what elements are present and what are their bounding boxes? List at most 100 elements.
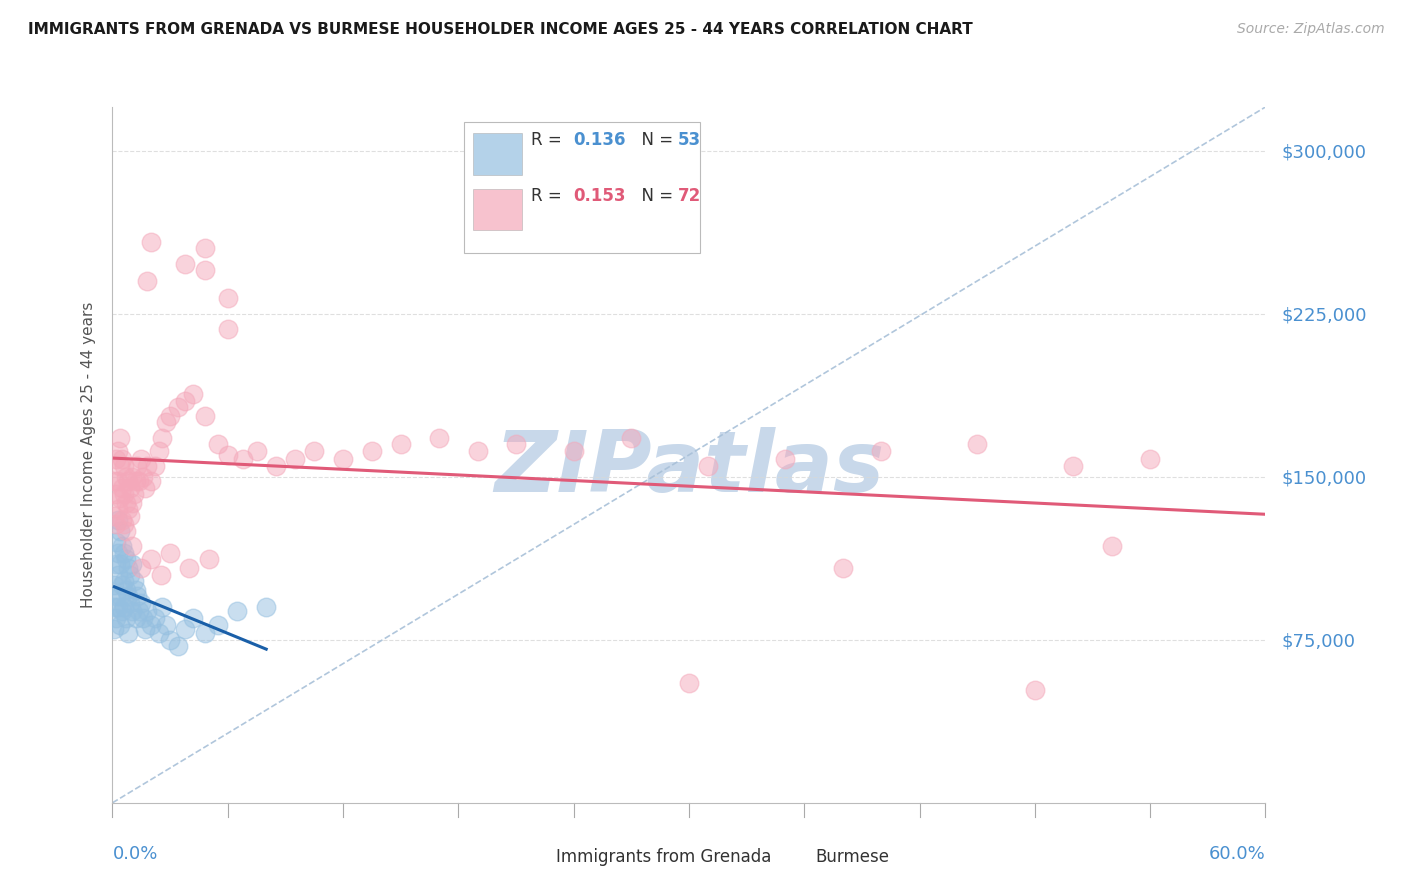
Text: IMMIGRANTS FROM GRENADA VS BURMESE HOUSEHOLDER INCOME AGES 25 - 44 YEARS CORRELA: IMMIGRANTS FROM GRENADA VS BURMESE HOUSE… [28, 22, 973, 37]
Point [107, 546, 129, 560]
Point [1024, 682, 1046, 697]
Text: 53: 53 [678, 131, 700, 149]
Point [159, 546, 181, 560]
Point [124, 611, 146, 625]
Point [1062, 458, 1084, 473]
Point [105, 517, 128, 532]
Point [115, 552, 138, 566]
Point [128, 605, 150, 619]
Point [121, 539, 143, 553]
Point [117, 626, 139, 640]
Point [174, 257, 197, 271]
FancyBboxPatch shape [464, 122, 700, 253]
FancyBboxPatch shape [474, 134, 522, 175]
Point [118, 481, 141, 495]
Point [107, 513, 129, 527]
Point [194, 626, 217, 640]
Point [105, 589, 128, 603]
Point [105, 557, 128, 571]
Point [103, 622, 125, 636]
Point [103, 578, 125, 592]
Point [427, 431, 450, 445]
Point [111, 578, 134, 592]
Point [155, 617, 177, 632]
Point [107, 600, 129, 615]
Point [121, 496, 143, 510]
Point [697, 458, 720, 473]
Text: R =: R = [531, 187, 567, 205]
Point [111, 481, 134, 495]
Point [115, 469, 138, 483]
Point [562, 443, 585, 458]
Text: 0.136: 0.136 [574, 131, 626, 149]
Point [107, 502, 129, 516]
Point [108, 431, 131, 445]
Point [155, 415, 177, 429]
Point [194, 241, 217, 255]
Point [207, 617, 229, 632]
Point [108, 589, 131, 603]
Point [117, 502, 139, 516]
Point [108, 491, 131, 506]
Text: 0.153: 0.153 [574, 187, 626, 205]
Point [360, 443, 382, 458]
Point [108, 524, 131, 538]
Point [143, 458, 166, 473]
Point [678, 676, 700, 690]
Point [121, 469, 143, 483]
Point [194, 263, 217, 277]
Point [124, 474, 146, 488]
Text: N =: N = [631, 131, 679, 149]
Point [129, 596, 153, 610]
Point [108, 458, 131, 473]
Point [107, 474, 129, 488]
Text: N =: N = [631, 187, 679, 205]
Point [194, 409, 217, 423]
Point [112, 574, 135, 588]
Point [127, 589, 149, 603]
Point [139, 617, 162, 632]
Point [115, 496, 138, 510]
Point [112, 546, 135, 560]
Point [134, 481, 156, 495]
Point [149, 567, 172, 582]
Point [105, 487, 128, 501]
Text: 60.0%: 60.0% [1209, 845, 1265, 863]
Point [128, 474, 150, 488]
Point [217, 322, 239, 336]
Point [117, 561, 139, 575]
Point [166, 400, 188, 414]
Point [831, 561, 853, 575]
Point [389, 437, 412, 451]
Point [107, 443, 129, 458]
Point [121, 605, 143, 619]
Point [118, 508, 141, 523]
Point [1139, 452, 1161, 467]
Point [112, 600, 135, 615]
Point [103, 508, 125, 523]
Point [117, 474, 139, 488]
Point [118, 596, 141, 610]
Point [152, 600, 174, 615]
Point [174, 393, 197, 408]
Point [620, 431, 643, 445]
Text: 72: 72 [678, 187, 700, 205]
Point [304, 443, 326, 458]
Point [118, 567, 141, 582]
Point [174, 622, 197, 636]
Point [136, 605, 159, 619]
Point [117, 589, 139, 603]
Point [217, 448, 239, 462]
Point [108, 617, 131, 632]
Point [966, 437, 988, 451]
Point [181, 611, 204, 625]
Point [112, 458, 135, 473]
Point [115, 582, 138, 597]
Point [139, 235, 162, 249]
Point [112, 517, 135, 532]
Point [127, 458, 149, 473]
Text: Burmese: Burmese [815, 848, 890, 866]
Point [207, 437, 229, 451]
Point [773, 452, 796, 467]
Text: R =: R = [531, 131, 567, 149]
